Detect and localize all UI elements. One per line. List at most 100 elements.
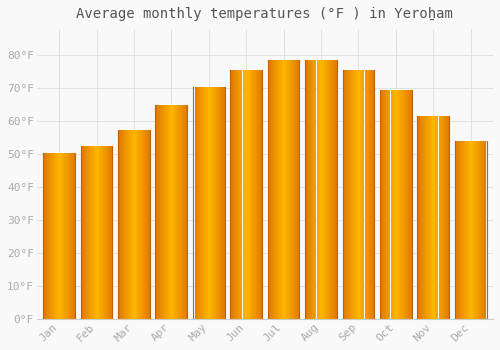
Bar (292, 60, 293, 319)
Bar (475, 141, 476, 319)
Bar (448, 116, 449, 319)
Bar (194, 87, 196, 319)
Bar (172, 105, 174, 319)
Bar (310, 60, 311, 319)
Bar (157, 105, 158, 319)
Bar (470, 141, 471, 319)
Bar (100, 146, 101, 319)
Bar (144, 130, 145, 319)
Bar (441, 116, 442, 319)
Bar (64, 153, 66, 319)
Bar (175, 105, 176, 319)
Bar (80, 146, 82, 319)
Bar (463, 141, 464, 319)
Bar (284, 60, 285, 319)
Bar (418, 116, 419, 319)
Bar (212, 87, 213, 319)
Bar (204, 87, 205, 319)
Title: Average monthly temperatures (°F ) in Yeroẖam: Average monthly temperatures (°F ) in Ye… (76, 7, 454, 21)
Bar (145, 130, 146, 319)
Bar (430, 116, 431, 319)
Bar (160, 105, 161, 319)
Bar (328, 60, 330, 319)
Bar (87, 146, 88, 319)
Bar (122, 130, 123, 319)
Bar (158, 105, 160, 319)
Bar (305, 60, 306, 319)
Bar (168, 105, 170, 319)
Bar (408, 90, 409, 319)
Bar (107, 146, 108, 319)
Bar (454, 141, 456, 319)
Bar (405, 90, 406, 319)
Bar (427, 116, 428, 319)
Bar (179, 105, 180, 319)
Bar (370, 70, 371, 319)
Bar (486, 141, 488, 319)
Bar (396, 90, 397, 319)
Bar (435, 116, 436, 319)
Bar (460, 141, 461, 319)
Bar (309, 60, 310, 319)
Bar (423, 116, 424, 319)
Bar (59, 153, 60, 319)
Bar (306, 60, 308, 319)
Bar (323, 60, 324, 319)
Bar (92, 146, 93, 319)
Bar (368, 70, 370, 319)
Bar (384, 90, 385, 319)
Bar (362, 70, 363, 319)
Bar (244, 70, 245, 319)
Bar (86, 146, 87, 319)
Bar (320, 60, 322, 319)
Bar (218, 87, 219, 319)
Bar (234, 70, 235, 319)
Bar (456, 141, 457, 319)
Bar (387, 90, 388, 319)
Bar (388, 90, 389, 319)
Bar (392, 90, 393, 319)
Bar (258, 70, 259, 319)
Bar (222, 87, 223, 319)
Bar (257, 70, 258, 319)
Bar (436, 116, 437, 319)
Bar (54, 153, 56, 319)
Bar (480, 141, 481, 319)
Bar (327, 60, 328, 319)
Bar (89, 146, 90, 319)
Bar (293, 60, 294, 319)
Bar (83, 146, 84, 319)
Bar (210, 87, 211, 319)
Bar (126, 130, 127, 319)
Bar (109, 146, 110, 319)
Bar (166, 105, 167, 319)
Bar (331, 60, 332, 319)
Bar (314, 60, 315, 319)
Bar (136, 130, 137, 319)
Bar (60, 153, 61, 319)
Bar (279, 60, 280, 319)
Bar (358, 70, 359, 319)
Bar (231, 70, 232, 319)
Bar (446, 116, 448, 319)
Bar (322, 60, 323, 319)
Bar (434, 116, 435, 319)
Bar (459, 141, 460, 319)
Bar (193, 87, 194, 319)
Bar (367, 70, 368, 319)
Bar (294, 60, 296, 319)
Bar (333, 60, 334, 319)
Bar (68, 153, 70, 319)
Bar (397, 90, 398, 319)
Bar (282, 60, 283, 319)
Bar (337, 60, 338, 319)
Bar (105, 146, 106, 319)
Bar (50, 153, 51, 319)
Bar (75, 153, 76, 319)
Bar (458, 141, 459, 319)
Bar (72, 153, 74, 319)
Bar (326, 60, 327, 319)
Bar (200, 87, 201, 319)
Bar (185, 105, 186, 319)
Bar (483, 141, 484, 319)
